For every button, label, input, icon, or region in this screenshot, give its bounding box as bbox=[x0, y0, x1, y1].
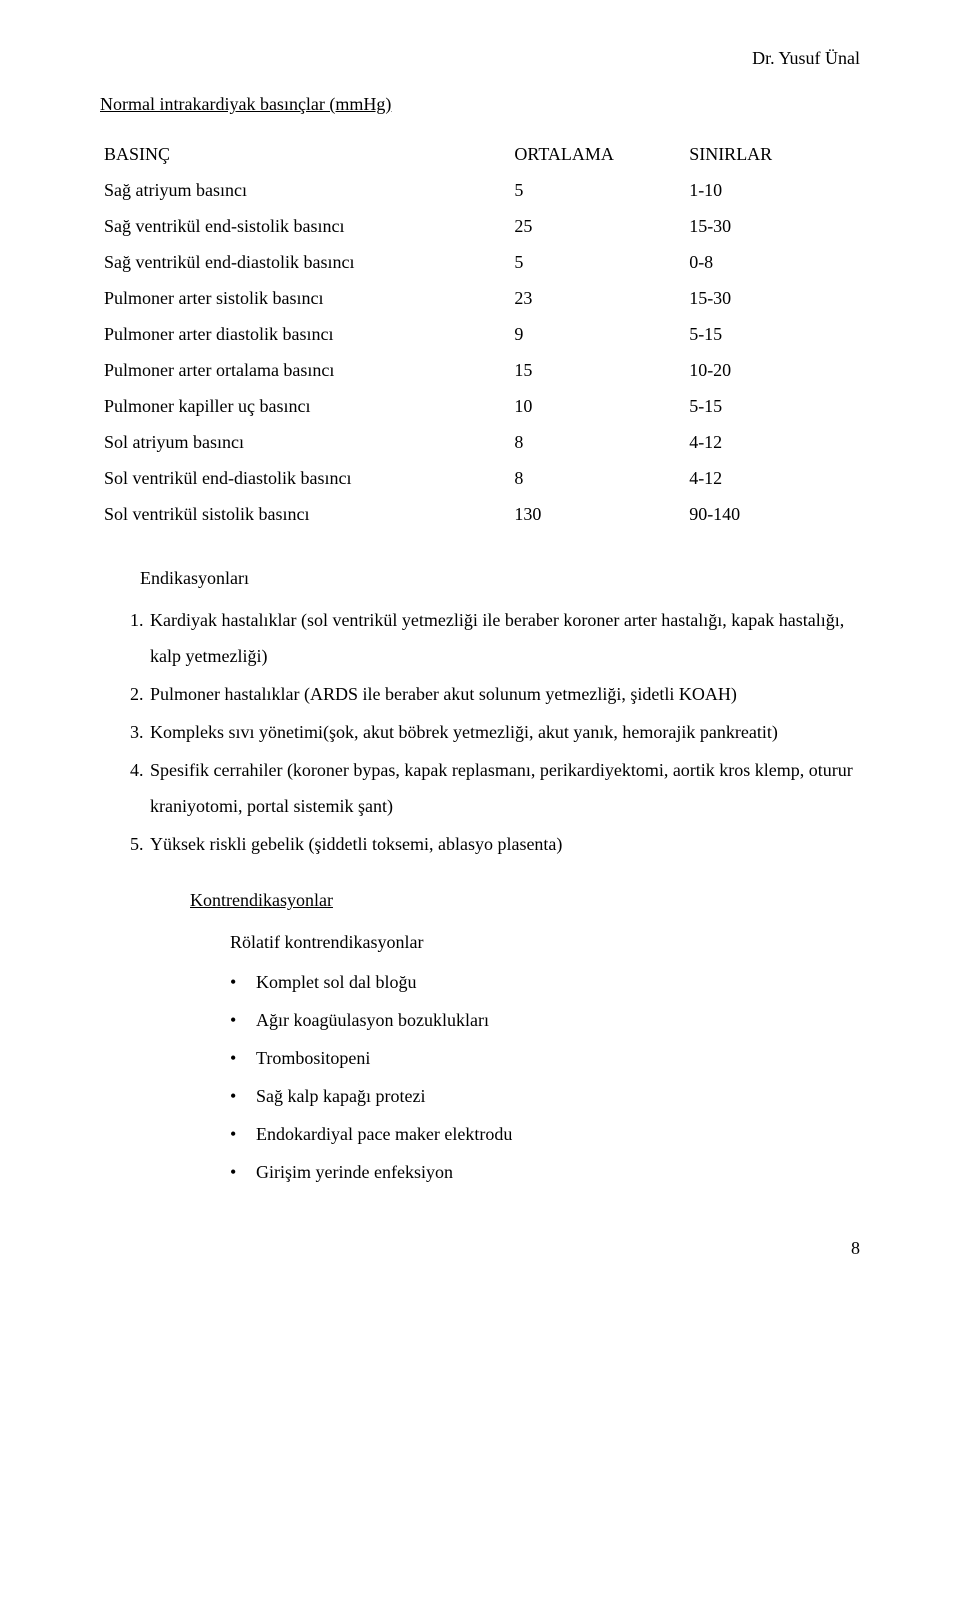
author-name: Dr. Yusuf Ünal bbox=[100, 40, 860, 76]
indication-item: Kardiyak hastalıklar (sol ventrikül yetm… bbox=[148, 602, 860, 674]
cell-range: 4-12 bbox=[685, 424, 860, 460]
cell-avg: 15 bbox=[510, 352, 685, 388]
indication-item: Spesifik cerrahiler (koroner bypas, kapa… bbox=[148, 752, 860, 824]
indications-title: Endikasyonları bbox=[140, 560, 860, 596]
pressure-table: BASINÇ ORTALAMA SINIRLAR Sağ atriyum bas… bbox=[100, 136, 860, 532]
relative-contra-title: Rölatif kontrendikasyonlar bbox=[230, 924, 860, 960]
indication-item: Kompleks sıvı yönetimi(şok, akut böbrek … bbox=[148, 714, 860, 750]
relative-contra-list: Komplet sol dal bloğuAğır koagüulasyon b… bbox=[230, 964, 860, 1190]
cell-range: 15-30 bbox=[685, 280, 860, 316]
section-heading: Normal intrakardiyak basınçlar (mmHg) bbox=[100, 86, 860, 122]
indication-item: Yüksek riskli gebelik (şiddetli toksemi,… bbox=[148, 826, 860, 862]
table-row: Pulmoner arter ortalama basıncı1510-20 bbox=[100, 352, 860, 388]
cell-name: Pulmoner arter ortalama basıncı bbox=[100, 352, 510, 388]
table-row: Pulmoner arter sistolik basıncı2315-30 bbox=[100, 280, 860, 316]
cell-avg: 8 bbox=[510, 460, 685, 496]
cell-range: 15-30 bbox=[685, 208, 860, 244]
cell-avg: 23 bbox=[510, 280, 685, 316]
contra-item: Komplet sol dal bloğu bbox=[230, 964, 860, 1000]
cell-name: Pulmoner kapiller uç basıncı bbox=[100, 388, 510, 424]
cell-name: Sağ ventrikül end-sistolik basıncı bbox=[100, 208, 510, 244]
cell-name: Pulmoner arter sistolik basıncı bbox=[100, 280, 510, 316]
page-number: 8 bbox=[100, 1230, 860, 1266]
contra-item: Girişim yerinde enfeksiyon bbox=[230, 1154, 860, 1190]
table-row: Sol ventrikül end-diastolik basıncı84-12 bbox=[100, 460, 860, 496]
table-row: Sağ atriyum basıncı51-10 bbox=[100, 172, 860, 208]
cell-range: 5-15 bbox=[685, 316, 860, 352]
cell-name: Sağ atriyum basıncı bbox=[100, 172, 510, 208]
cell-avg: 10 bbox=[510, 388, 685, 424]
cell-range: 10-20 bbox=[685, 352, 860, 388]
contra-item: Ağır koagüulasyon bozuklukları bbox=[230, 1002, 860, 1038]
col-header-avg: ORTALAMA bbox=[510, 136, 685, 172]
table-row: Sağ ventrikül end-diastolik basıncı50-8 bbox=[100, 244, 860, 280]
cell-name: Sol atriyum basıncı bbox=[100, 424, 510, 460]
cell-avg: 8 bbox=[510, 424, 685, 460]
contra-item: Sağ kalp kapağı protezi bbox=[230, 1078, 860, 1114]
cell-range: 5-15 bbox=[685, 388, 860, 424]
cell-range: 4-12 bbox=[685, 460, 860, 496]
cell-avg: 5 bbox=[510, 244, 685, 280]
cell-avg: 5 bbox=[510, 172, 685, 208]
cell-name: Sol ventrikül end-diastolik basıncı bbox=[100, 460, 510, 496]
table-row: Sol ventrikül sistolik basıncı13090-140 bbox=[100, 496, 860, 532]
indication-item: Pulmoner hastalıklar (ARDS ile beraber a… bbox=[148, 676, 860, 712]
table-row: Sağ ventrikül end-sistolik basıncı2515-3… bbox=[100, 208, 860, 244]
contraindications-title: Kontrendikasyonlar bbox=[190, 882, 860, 918]
cell-range: 1-10 bbox=[685, 172, 860, 208]
cell-range: 90-140 bbox=[685, 496, 860, 532]
cell-avg: 25 bbox=[510, 208, 685, 244]
cell-name: Sağ ventrikül end-diastolik basıncı bbox=[100, 244, 510, 280]
col-header-name: BASINÇ bbox=[100, 136, 510, 172]
cell-avg: 130 bbox=[510, 496, 685, 532]
table-row: Pulmoner arter diastolik basıncı95-15 bbox=[100, 316, 860, 352]
contra-item: Endokardiyal pace maker elektrodu bbox=[230, 1116, 860, 1152]
indications-list: Kardiyak hastalıklar (sol ventrikül yetm… bbox=[124, 602, 860, 862]
cell-range: 0-8 bbox=[685, 244, 860, 280]
cell-name: Pulmoner arter diastolik basıncı bbox=[100, 316, 510, 352]
table-row: Pulmoner kapiller uç basıncı105-15 bbox=[100, 388, 860, 424]
table-header-row: BASINÇ ORTALAMA SINIRLAR bbox=[100, 136, 860, 172]
cell-name: Sol ventrikül sistolik basıncı bbox=[100, 496, 510, 532]
col-header-range: SINIRLAR bbox=[685, 136, 860, 172]
cell-avg: 9 bbox=[510, 316, 685, 352]
table-row: Sol atriyum basıncı84-12 bbox=[100, 424, 860, 460]
contra-item: Trombositopeni bbox=[230, 1040, 860, 1076]
